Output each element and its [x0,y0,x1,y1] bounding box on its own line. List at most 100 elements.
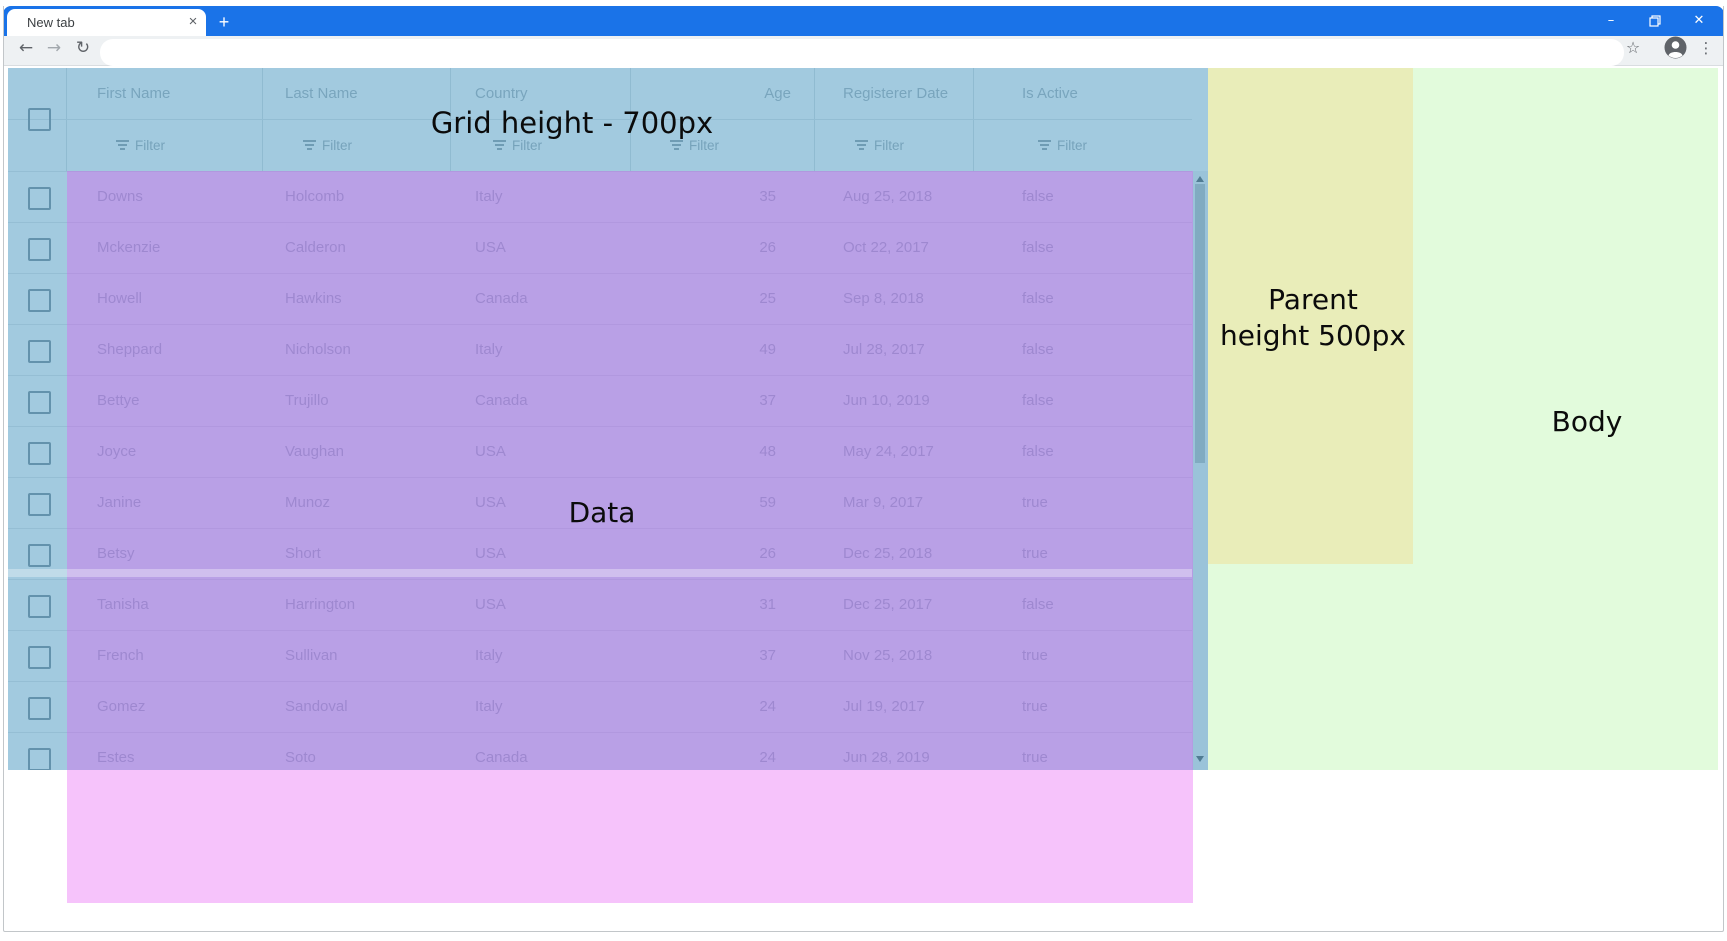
cell-age: 37 [759,392,776,409]
filter-list-icon [855,140,868,152]
browser-menu-icon[interactable]: ⋮ [1698,39,1714,57]
filter-button-first-name[interactable]: Filter [106,130,175,160]
new-tab-icon[interactable]: + [218,12,230,32]
cell-is-active: true [1022,749,1048,766]
tab-title: New tab [27,15,75,30]
table-row[interactable]: Joyce Vaughan USA 48 May 24, 2017 false [8,426,1192,478]
parent-region-overlay [1208,68,1413,564]
cell-last-name: Sullivan [285,647,338,664]
table-row[interactable]: Downs Holcomb Italy 35 Aug 25, 2018 false [8,171,1192,223]
row-checkbox[interactable] [28,187,51,210]
row-checkbox[interactable] [28,289,51,312]
filter-button-label: Filter [512,137,542,153]
cell-first-name: Bettye [97,392,140,409]
row-checkbox[interactable] [28,238,51,261]
window-close-icon[interactable]: ✕ [1693,13,1705,28]
cell-country: USA [475,596,506,613]
cell-country: USA [475,494,506,511]
data-region-overlay [67,171,1193,903]
cell-age: 49 [759,341,776,358]
table-row[interactable]: Betsy Short USA 26 Dec 25, 2018 true [8,528,1192,580]
filter-list-icon [116,140,129,152]
table-row[interactable]: Janine Munoz USA 59 Mar 9, 2017 true [8,477,1192,529]
scrollbar-up-arrow-icon[interactable] [1196,176,1204,182]
filter-button-age[interactable]: Filter [660,130,729,160]
forward-icon[interactable]: → [46,38,62,58]
cell-age: 24 [759,749,776,766]
cell-country: Italy [475,341,503,358]
cell-last-name: Trujillo [285,392,329,409]
cell-is-active: false [1022,239,1054,256]
cell-first-name: Tanisha [97,596,149,613]
row-checkbox[interactable] [28,646,51,669]
cell-age: 59 [759,494,776,511]
row-band-highlight [8,569,1192,577]
cell-last-name: Vaughan [285,443,344,460]
table-row[interactable]: Sheppard Nicholson Italy 49 Jul 28, 2017 fals… [8,324,1192,376]
grid-scrollbar-thumb[interactable] [1195,184,1205,463]
address-bar-input[interactable] [100,39,1624,66]
window-restore-icon[interactable] [1640,10,1670,30]
filter-button-is-active[interactable]: Filter [1028,130,1097,160]
body-label: Body [1551,405,1623,438]
column-header-age: Age [764,85,791,102]
row-checkbox[interactable] [28,697,51,720]
filter-button-last-name[interactable]: Filter [293,130,362,160]
table-row[interactable]: Mckenzie Calderon USA 26 Oct 22, 2017 false [8,222,1192,274]
cell-registerer-date: Dec 25, 2017 [843,596,933,613]
cell-is-active: true [1022,494,1048,511]
profile-avatar-icon[interactable] [1663,35,1688,60]
column-header-is-active: Is Active [1022,85,1078,102]
cell-first-name: French [97,647,144,664]
back-icon[interactable]: ← [18,38,34,58]
cell-is-active: true [1022,698,1048,715]
data-grid: First Name Filter Last Name Filter Country Fi… [8,68,1208,770]
table-row[interactable]: Tanisha Harrington USA 31 Dec 25, 2017 false [8,579,1192,631]
table-row[interactable]: French Sullivan Italy 37 Nov 25, 2018 true [8,630,1192,682]
reload-icon[interactable]: ↻ [75,38,91,58]
table-row[interactable]: Bettye Trujillo Canada 37 Jun 10, 2019 false [8,375,1192,427]
filter-button-label: Filter [1057,137,1087,153]
cell-first-name: Joyce [97,443,137,460]
table-row[interactable]: Howell Hawkins Canada 25 Sep 8, 2018 false [8,273,1192,325]
cell-age: 35 [759,188,776,205]
cell-age: 26 [759,239,776,256]
grid-region-overlay [8,68,1208,770]
tab-close-icon[interactable]: × [188,13,198,30]
cell-is-active: false [1022,443,1054,460]
row-checkbox[interactable] [28,493,51,516]
browser-tab[interactable] [7,9,206,36]
cell-first-name: Howell [97,290,143,307]
select-all-checkbox[interactable] [28,108,51,131]
cell-first-name: Mckenzie [97,239,161,256]
grid-height-label: Grid height - 700px [430,106,714,140]
cell-is-active: false [1022,188,1054,205]
cell-registerer-date: Jun 28, 2019 [843,749,930,766]
filter-button-registerer-date[interactable]: Filter [845,130,914,160]
row-checkbox[interactable] [28,748,51,770]
table-row[interactable]: Estes Soto Canada 24 Jun 28, 2019 true [8,732,1192,770]
cell-first-name: Betsy [97,545,135,562]
cell-first-name: Gomez [97,698,146,715]
cell-last-name: Soto [285,749,316,766]
cell-first-name: Janine [97,494,142,511]
cell-country: Italy [475,647,503,664]
row-checkbox[interactable] [28,544,51,567]
cell-registerer-date: Sep 8, 2018 [843,290,924,307]
row-checkbox[interactable] [28,442,51,465]
scrollbar-down-arrow-icon[interactable] [1196,756,1204,762]
browser-titlebar [3,6,1724,36]
cell-age: 26 [759,545,776,562]
cell-country: USA [475,545,506,562]
row-checkbox[interactable] [28,340,51,363]
cell-is-active: false [1022,392,1054,409]
row-checkbox[interactable] [28,391,51,414]
bookmark-star-icon[interactable]: ☆ [1625,38,1641,57]
table-row[interactable]: Gomez Sandoval Italy 24 Jul 19, 2017 true [8,681,1192,733]
row-checkbox[interactable] [28,595,51,618]
cell-age: 24 [759,698,776,715]
window-minimize-icon[interactable]: – [1607,13,1615,28]
cell-country: Canada [475,290,528,307]
filter-button-country[interactable]: Filter [483,130,552,160]
cell-last-name: Munoz [285,494,331,511]
